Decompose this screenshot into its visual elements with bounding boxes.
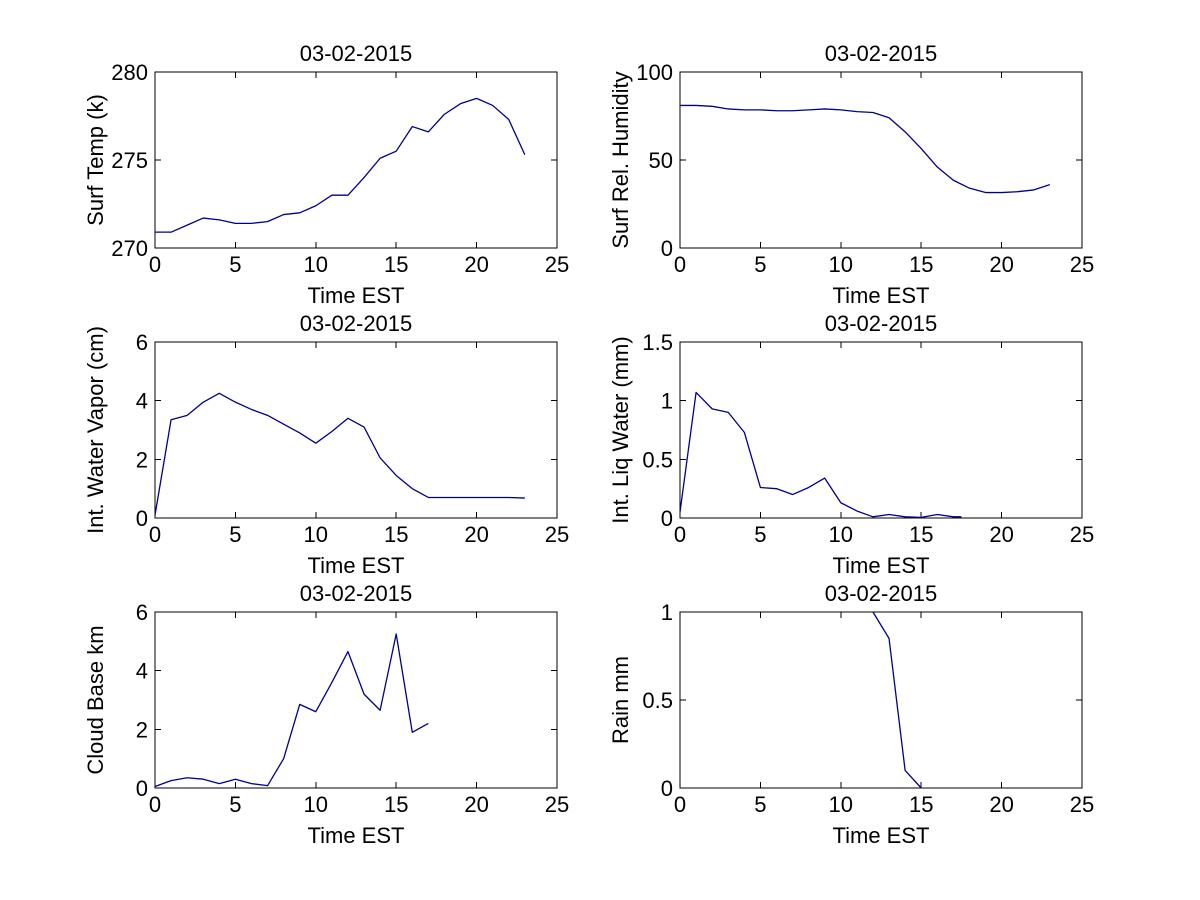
subplot-title: 03-02-2015 <box>825 41 938 66</box>
x-tick-label: 15 <box>909 522 933 547</box>
y-tick-label: 0 <box>661 236 673 261</box>
y-axis-label: Rain mm <box>608 656 633 744</box>
x-tick-label: 0 <box>674 252 686 277</box>
data-line <box>679 391 962 519</box>
subplot-title: 03-02-2015 <box>300 581 413 606</box>
data-line <box>154 392 525 516</box>
data-line <box>872 611 922 789</box>
x-tick-label: 10 <box>829 252 853 277</box>
y-tick-label: 0.5 <box>642 447 673 472</box>
y-tick-label: 6 <box>136 600 148 625</box>
x-tick-label: 5 <box>229 252 241 277</box>
y-tick-label: 0 <box>661 776 673 801</box>
y-tick-label: 2 <box>136 447 148 472</box>
y-tick-label: 1.5 <box>642 330 673 355</box>
x-tick-label: 5 <box>754 792 766 817</box>
x-tick-label: 20 <box>464 792 488 817</box>
subplot-surf-rel-humidity: 0 5 10 15 20 25 0 50 100 03-02-2015 Time EST Surf R… <box>608 41 1094 308</box>
x-tick-label: 5 <box>229 792 241 817</box>
y-axis-label: Int. Liq Water (mm) <box>608 336 633 523</box>
x-tick-label: 10 <box>304 792 328 817</box>
data-line <box>154 633 429 788</box>
x-tick-label: 10 <box>829 522 853 547</box>
y-tick-label: 0 <box>136 506 148 531</box>
y-tick-label: 0 <box>136 776 148 801</box>
data-line <box>155 97 526 233</box>
y-tick-label: 100 <box>636 60 673 85</box>
x-axis-label: Time EST <box>833 283 930 308</box>
x-axis-label: Time EST <box>308 553 405 578</box>
x-tick-label: 0 <box>674 522 686 547</box>
x-tick-label: 25 <box>1070 792 1094 817</box>
x-tick-label: 25 <box>545 522 569 547</box>
axes-box <box>679 341 1083 519</box>
axes-box <box>679 71 1083 249</box>
x-tick-label: 25 <box>545 792 569 817</box>
y-tick-label: 280 <box>111 60 148 85</box>
y-tick-label: 50 <box>649 148 673 173</box>
y-tick-label: 6 <box>136 330 148 355</box>
x-tick-label: 20 <box>989 252 1013 277</box>
x-axis-label: Time EST <box>308 823 405 848</box>
y-tick-label: 0.5 <box>642 688 673 713</box>
y-tick-label: 0 <box>661 506 673 531</box>
x-tick-label: 0 <box>674 792 686 817</box>
x-tick-label: 15 <box>909 252 933 277</box>
x-tick-label: 0 <box>149 792 161 817</box>
axes-box <box>154 341 558 519</box>
axes-box <box>154 71 558 249</box>
y-axis-label: Int. Water Vapor (cm) <box>83 326 108 534</box>
y-axis-label: Cloud Base km <box>83 625 108 774</box>
x-tick-label: 10 <box>304 252 328 277</box>
y-axis-label: Surf Rel. Humidity <box>608 71 633 248</box>
x-tick-label: 15 <box>384 792 408 817</box>
x-axis-label: Time EST <box>833 823 930 848</box>
x-tick-label: 25 <box>545 252 569 277</box>
axes-box <box>154 611 558 789</box>
x-tick-label: 10 <box>829 792 853 817</box>
x-tick-label: 10 <box>304 522 328 547</box>
x-tick-label: 20 <box>989 792 1013 817</box>
x-axis-label: Time EST <box>833 553 930 578</box>
subplot-int-liq-water: 0 5 10 15 20 25 0 0.5 1 1.5 03-02-2015 Time EST Int.… <box>608 311 1094 578</box>
y-tick-label: 1 <box>661 389 673 414</box>
x-tick-label: 15 <box>384 252 408 277</box>
y-tick-label: 2 <box>136 717 148 742</box>
subplot-int-water-vapor: 0 5 10 15 20 25 0 2 4 6 03-02-2015 Time EST Int. Wat… <box>83 311 569 578</box>
y-tick-label: 4 <box>136 389 148 414</box>
y-tick-label: 275 <box>111 148 148 173</box>
x-tick-label: 5 <box>229 522 241 547</box>
x-tick-label: 0 <box>149 252 161 277</box>
subplot-title: 03-02-2015 <box>300 41 413 66</box>
subplot-title: 03-02-2015 <box>825 581 938 606</box>
data-line <box>680 104 1051 194</box>
x-tick-label: 20 <box>989 522 1013 547</box>
x-tick-label: 25 <box>1070 522 1094 547</box>
y-axis-label: Surf Temp (k) <box>83 94 108 226</box>
x-tick-label: 20 <box>464 522 488 547</box>
x-tick-label: 0 <box>149 522 161 547</box>
x-tick-label: 15 <box>384 522 408 547</box>
axes-box <box>679 611 1083 789</box>
subplot-title: 03-02-2015 <box>825 311 938 336</box>
x-tick-label: 5 <box>754 522 766 547</box>
y-tick-label: 4 <box>136 659 148 684</box>
subplot-surf-temp: 0 5 10 15 20 25 270 275 280 03-02-2015 Time EST Sur… <box>83 41 569 308</box>
x-tick-label: 15 <box>909 792 933 817</box>
y-tick-label: 1 <box>661 600 673 625</box>
x-tick-label: 25 <box>1070 252 1094 277</box>
x-tick-label: 5 <box>754 252 766 277</box>
subplot-title: 03-02-2015 <box>300 311 413 336</box>
x-axis-label: Time EST <box>308 283 405 308</box>
subplot-rain: 0 5 10 15 20 25 0 0.5 1 03-02-2015 Time EST Rain mm <box>608 581 1094 848</box>
subplot-cloud-base: 0 5 10 15 20 25 0 2 4 6 03-02-2015 Time EST Cloud Ba… <box>83 581 569 848</box>
x-tick-label: 20 <box>464 252 488 277</box>
y-tick-label: 270 <box>111 236 148 261</box>
